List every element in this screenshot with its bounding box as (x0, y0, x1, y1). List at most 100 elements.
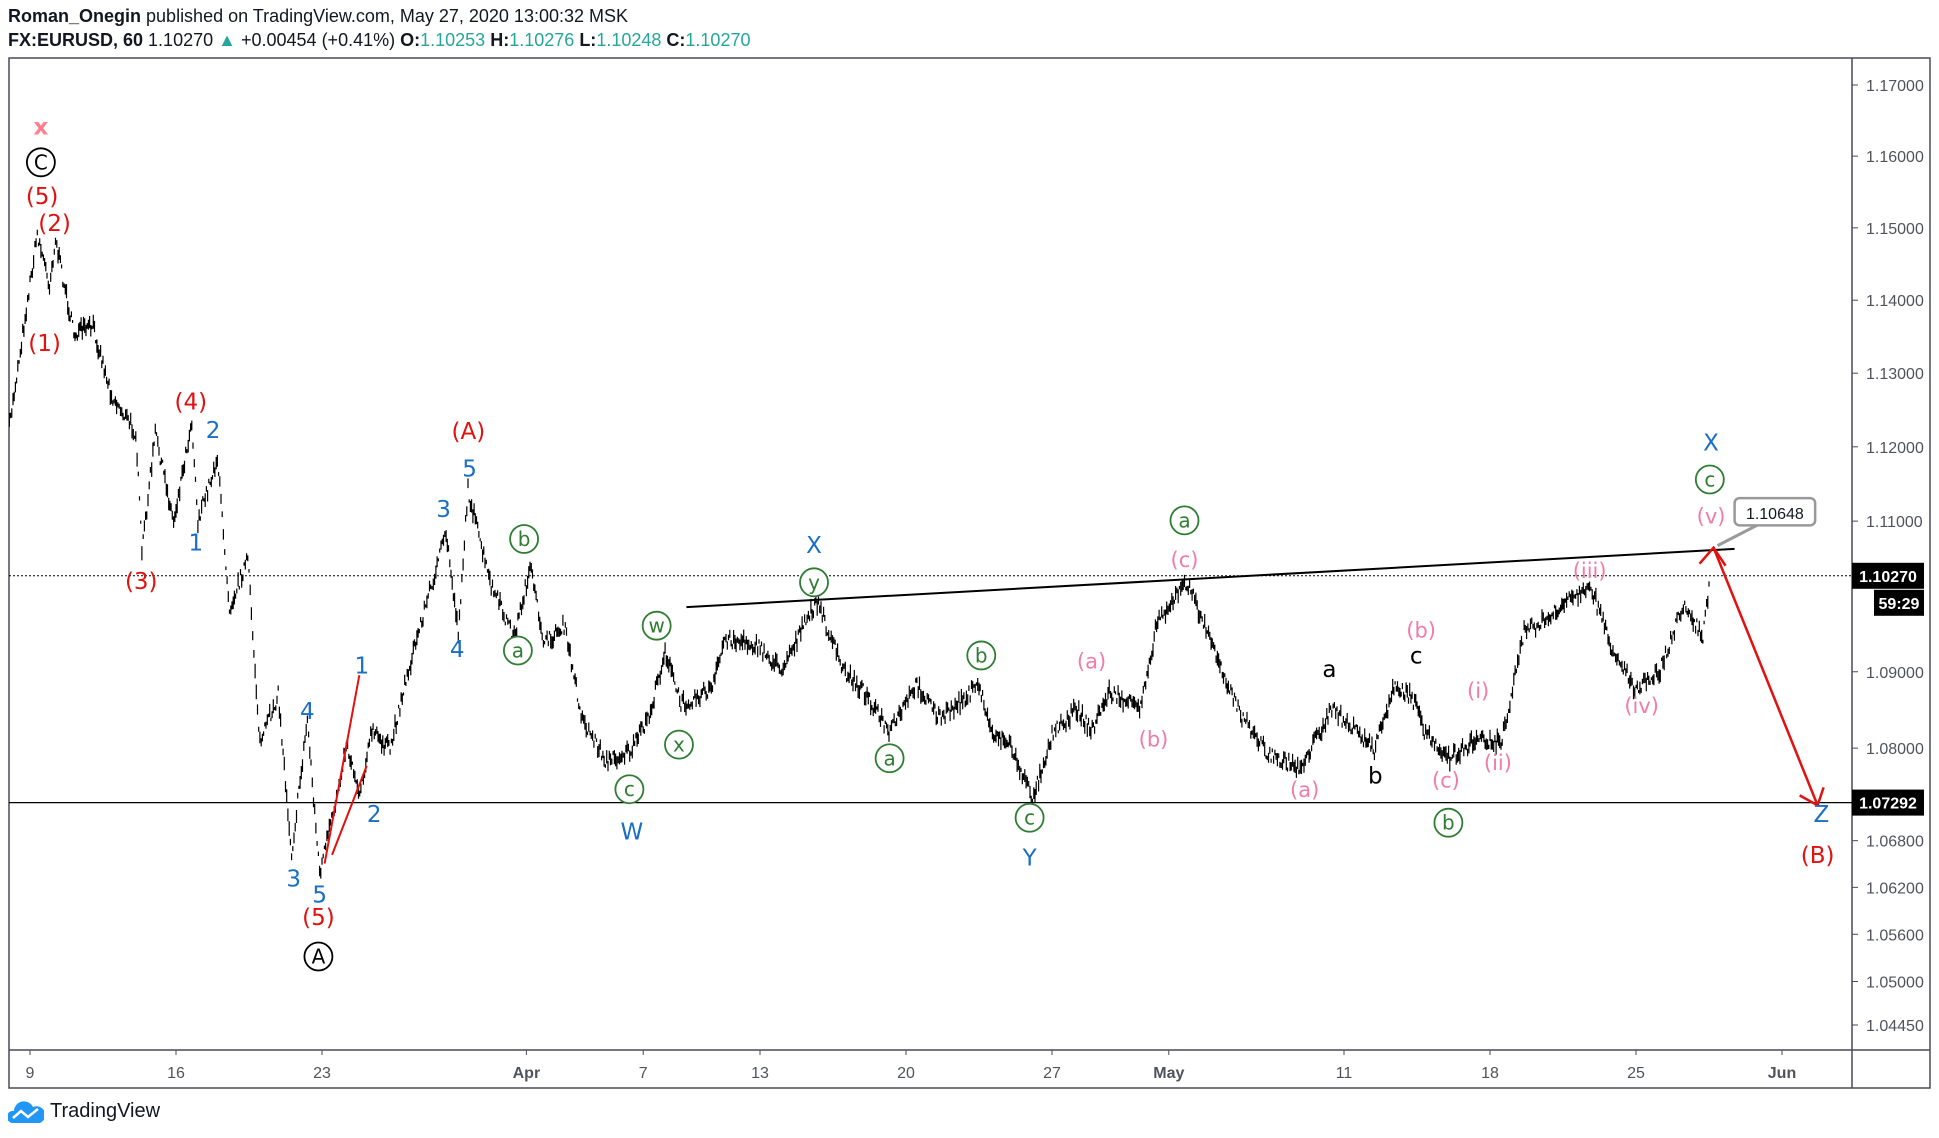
wave-label: (4) (175, 389, 208, 415)
arrow-head-icon (1698, 545, 1727, 567)
price-tick-label: 1.05000 (1866, 974, 1924, 991)
time-tick-label: May (1153, 1065, 1184, 1082)
red-line (331, 765, 368, 856)
wave-label: b (1442, 811, 1455, 835)
wave-label: a (1178, 508, 1190, 532)
price-note-box (1733, 496, 1817, 527)
last-price-badge: 1.10270 (1859, 569, 1917, 586)
wave-label: w (648, 614, 664, 638)
close-label: C: (666, 30, 686, 50)
projection-arrow (1712, 547, 1819, 806)
high-value: 1.10276 (509, 30, 575, 50)
time-tick-label: 13 (751, 1065, 769, 1082)
wave-label: W (621, 819, 644, 845)
wave-label: x (673, 733, 685, 757)
price-change: +0.00454 (+0.41%) (240, 30, 396, 50)
close-value: 1.10270 (685, 30, 751, 50)
high-label: H: (490, 30, 510, 50)
price-candles (9, 229, 1710, 879)
published-text: published on TradingView.com, May 27, 20… (146, 6, 629, 26)
red-line (323, 675, 361, 864)
wave-label: Z (1813, 802, 1829, 828)
wave-label: c (1704, 467, 1715, 491)
wave-label: (A) (451, 419, 485, 445)
price-tick-label: 1.17000 (1866, 78, 1924, 95)
wave-label: 5 (462, 456, 477, 482)
price-note: 1.10648 (1746, 506, 1804, 523)
wave-label: (c) (1432, 768, 1460, 792)
arrow-head-icon (1799, 786, 1825, 808)
wave-label: (5) (26, 184, 59, 210)
triangle-up-icon: ▲ (218, 30, 236, 50)
open-value: 1.10253 (420, 30, 486, 50)
time-tick-label: Apr (513, 1065, 541, 1082)
open-label: O: (400, 30, 421, 50)
tradingview-logo[interactable]: TradingView (8, 1100, 160, 1123)
wave-label: 3 (436, 497, 451, 523)
price-tick-label: 1.11000 (1866, 514, 1923, 531)
wave-label-circle (799, 567, 829, 598)
wave-label: b (518, 527, 531, 551)
wave-label: (iv) (1624, 694, 1659, 718)
time-tick-label: 23 (313, 1065, 331, 1082)
wave-label: 2 (367, 802, 382, 828)
low-value: 1.10248 (596, 30, 662, 50)
wave-label: y (808, 570, 820, 594)
wave-label: 2 (206, 418, 221, 444)
price-tick-label: 1.09000 (1866, 665, 1924, 682)
time-tick-label: 11 (1336, 1065, 1353, 1082)
wave-label: c (624, 777, 635, 801)
time-tick-label: 18 (1481, 1065, 1499, 1082)
plot-area (9, 229, 1852, 879)
wave-label: 4 (450, 637, 465, 663)
bar-countdown-bg (1874, 589, 1924, 616)
wave-label: (a) (1077, 649, 1106, 673)
wave-label: 1 (354, 653, 369, 679)
wave-label-circle (1014, 802, 1045, 833)
wave-label: X (806, 533, 822, 559)
wave-label: b (1368, 764, 1383, 790)
wave-label: (v) (1697, 504, 1726, 528)
last-price: 1.10270 (148, 30, 214, 50)
wave-label: x (33, 114, 48, 140)
wave-label: c (1410, 643, 1423, 669)
bar-countdown: 59:29 (1879, 596, 1920, 613)
time-tick-label: 20 (897, 1065, 915, 1082)
wave-label-circle (303, 941, 334, 972)
chart-frame (8, 57, 1931, 1089)
price-tick-label: 1.15000 (1866, 221, 1924, 238)
price-tick-label: 1.05600 (1866, 927, 1924, 944)
wave-label: (iii) (1573, 559, 1607, 583)
level-price-badge-bg (1852, 789, 1924, 816)
wave-label: (b) (1139, 727, 1169, 751)
time-tick-label: 27 (1043, 1065, 1061, 1082)
price-chart[interactable]: 1.17000 1.16000 1.15000 1.14000 1.13000 1.120… (0, 0, 1939, 1100)
wave-label: c (1024, 806, 1035, 830)
wave-label: (3) (125, 569, 158, 595)
price-tick-label: 1.16000 (1866, 149, 1924, 166)
wave-label-circle (1694, 464, 1725, 495)
wave-label: 4 (300, 699, 315, 725)
wave-label: (i) (1467, 679, 1489, 703)
wave-label-circle (503, 635, 533, 666)
price-tick-label: 1.04450 (1866, 1018, 1924, 1035)
wave-label: 1 (188, 531, 203, 557)
last-price-badge-bg (1852, 562, 1924, 589)
price-tick-label: 1.13000 (1866, 366, 1924, 383)
wave-label: b (975, 643, 988, 667)
wave-label: (2) (38, 211, 71, 237)
wave-label: (B) (1801, 843, 1835, 869)
wave-label: (1) (28, 331, 61, 357)
wave-label-circle (614, 774, 645, 805)
trend-line (686, 547, 1735, 609)
wave-label: X (1703, 430, 1719, 456)
time-tick-label: 25 (1627, 1065, 1645, 1082)
wave-label-circle (874, 743, 905, 774)
wave-label: (5) (302, 905, 335, 931)
callout-pointer (1716, 522, 1761, 547)
price-tick-label: 1.14000 (1866, 293, 1924, 310)
author-name[interactable]: Roman_Onegin (8, 6, 142, 26)
wave-label-circle (966, 640, 997, 671)
time-tick-label: Jun (1768, 1065, 1796, 1082)
price-tick-label: 1.06800 (1866, 834, 1924, 851)
